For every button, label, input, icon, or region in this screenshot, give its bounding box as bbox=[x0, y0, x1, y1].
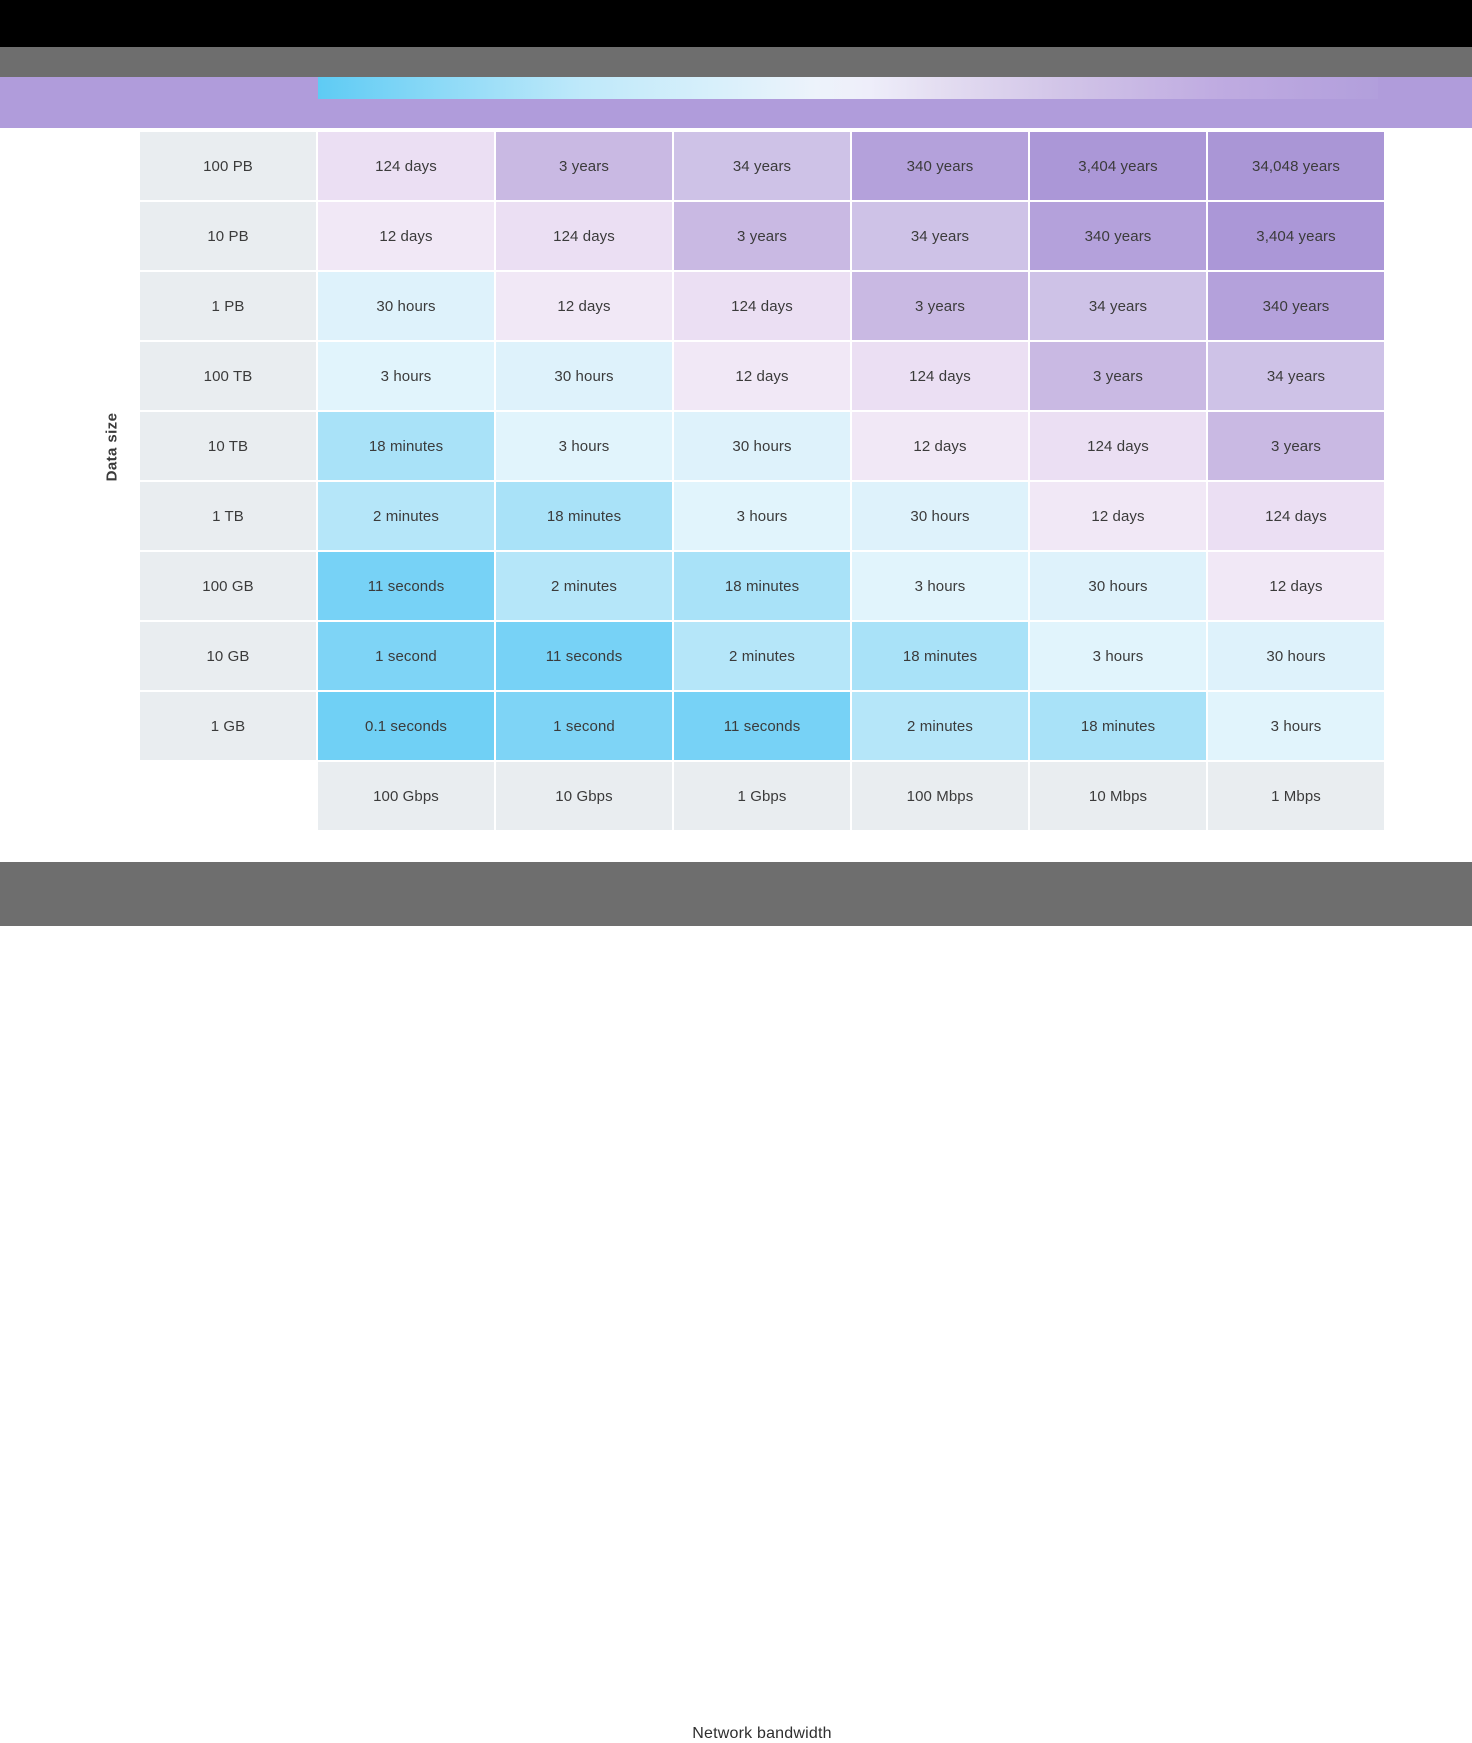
heatmap-cell: 30 hours bbox=[1030, 552, 1206, 620]
row-header: 10 GB bbox=[140, 622, 316, 690]
heatmap-cell: 12 days bbox=[318, 202, 494, 270]
heatmap-cell: 11 seconds bbox=[318, 552, 494, 620]
column-header: 10 Gbps bbox=[496, 762, 672, 830]
heatmap-cell: 18 minutes bbox=[318, 412, 494, 480]
column-header: 1 Mbps bbox=[1208, 762, 1384, 830]
heatmap-cell: 3 hours bbox=[1030, 622, 1206, 690]
row-header: 10 PB bbox=[140, 202, 316, 270]
top-gray-bar bbox=[0, 47, 1472, 109]
heatmap-cell: 124 days bbox=[674, 272, 850, 340]
heatmap-cell: 34 years bbox=[1030, 272, 1206, 340]
heatmap-cell: 340 years bbox=[1030, 202, 1206, 270]
heatmap-cell: 11 seconds bbox=[674, 692, 850, 760]
row-header: 1 GB bbox=[140, 692, 316, 760]
heatmap-cell: 18 minutes bbox=[852, 622, 1028, 690]
row-header: 100 GB bbox=[140, 552, 316, 620]
heatmap-cell: 1 second bbox=[318, 622, 494, 690]
heatmap-cell: 12 days bbox=[1208, 552, 1384, 620]
heatmap-cell: 18 minutes bbox=[496, 482, 672, 550]
heatmap-cell: 34 years bbox=[674, 132, 850, 200]
heatmap-cell: 3 years bbox=[496, 132, 672, 200]
heatmap-cell: 30 hours bbox=[1208, 622, 1384, 690]
column-header: 100 Gbps bbox=[318, 762, 494, 830]
row-header: 1 PB bbox=[140, 272, 316, 340]
heatmap-cell: 11 seconds bbox=[496, 622, 672, 690]
x-axis-label-underline bbox=[700, 1739, 764, 1741]
heatmap-cell: 34,048 years bbox=[1208, 132, 1384, 200]
column-header: 10 Mbps bbox=[1030, 762, 1206, 830]
heatmap-cell: 124 days bbox=[318, 132, 494, 200]
heatmap-cell: 3 hours bbox=[852, 552, 1028, 620]
heatmap-cell: 3 hours bbox=[674, 482, 850, 550]
row-header: 100 PB bbox=[140, 132, 316, 200]
bottom-gray-bar: Network bandwidth bbox=[0, 862, 1472, 1742]
heatmap-cell: 2 minutes bbox=[318, 482, 494, 550]
heatmap-cell: 12 days bbox=[852, 412, 1028, 480]
heatmap-cell: 1 second bbox=[496, 692, 672, 760]
heatmap-cell: 12 days bbox=[1030, 482, 1206, 550]
legend-banner bbox=[0, 77, 1472, 128]
color-scale-legend bbox=[318, 77, 1378, 99]
heatmap-cell: 12 days bbox=[496, 272, 672, 340]
row-header: 10 TB bbox=[140, 412, 316, 480]
heatmap-cell: 3 hours bbox=[1208, 692, 1384, 760]
heatmap-cell: 12 days bbox=[674, 342, 850, 410]
heatmap-cell: 3 hours bbox=[496, 412, 672, 480]
heatmap-cell: 30 hours bbox=[496, 342, 672, 410]
heatmap-cell: 3,404 years bbox=[1208, 202, 1384, 270]
column-header: 100 Mbps bbox=[852, 762, 1028, 830]
top-black-bar bbox=[0, 0, 1472, 47]
column-header: 1 Gbps bbox=[674, 762, 850, 830]
heatmap-grid: 100 PB 124 days 3 years 34 years 340 years 3,… bbox=[140, 132, 1384, 830]
heatmap-cell: 34 years bbox=[852, 202, 1028, 270]
heatmap-cell: 3,404 years bbox=[1030, 132, 1206, 200]
heatmap-cell: 124 days bbox=[852, 342, 1028, 410]
heatmap-cell: 124 days bbox=[496, 202, 672, 270]
heatmap-cell: 30 hours bbox=[674, 412, 850, 480]
heatmap-cell: 30 hours bbox=[318, 272, 494, 340]
heatmap-cell: 3 hours bbox=[318, 342, 494, 410]
row-header: 1 TB bbox=[140, 482, 316, 550]
heatmap-cell: 3 years bbox=[852, 272, 1028, 340]
heatmap-cell: 0.1 seconds bbox=[318, 692, 494, 760]
heatmap-cell: 2 minutes bbox=[852, 692, 1028, 760]
heatmap-cell: 124 days bbox=[1208, 482, 1384, 550]
footer-spacer bbox=[140, 762, 316, 830]
heatmap-cell: 3 years bbox=[1208, 412, 1384, 480]
heatmap-cell: 3 years bbox=[1030, 342, 1206, 410]
heatmap-cell: 2 minutes bbox=[496, 552, 672, 620]
heatmap-cell: 2 minutes bbox=[674, 622, 850, 690]
heatmap-cell: 30 hours bbox=[852, 482, 1028, 550]
heatmap-cell: 18 minutes bbox=[1030, 692, 1206, 760]
heatmap-cell: 340 years bbox=[1208, 272, 1384, 340]
heatmap-cell: 340 years bbox=[852, 132, 1028, 200]
y-axis-label: Data size bbox=[103, 412, 121, 482]
heatmap-cell: 124 days bbox=[1030, 412, 1206, 480]
heatmap-cell: 34 years bbox=[1208, 342, 1384, 410]
heatmap-cell: 3 years bbox=[674, 202, 850, 270]
heatmap-cell: 18 minutes bbox=[674, 552, 850, 620]
row-header: 100 TB bbox=[140, 342, 316, 410]
